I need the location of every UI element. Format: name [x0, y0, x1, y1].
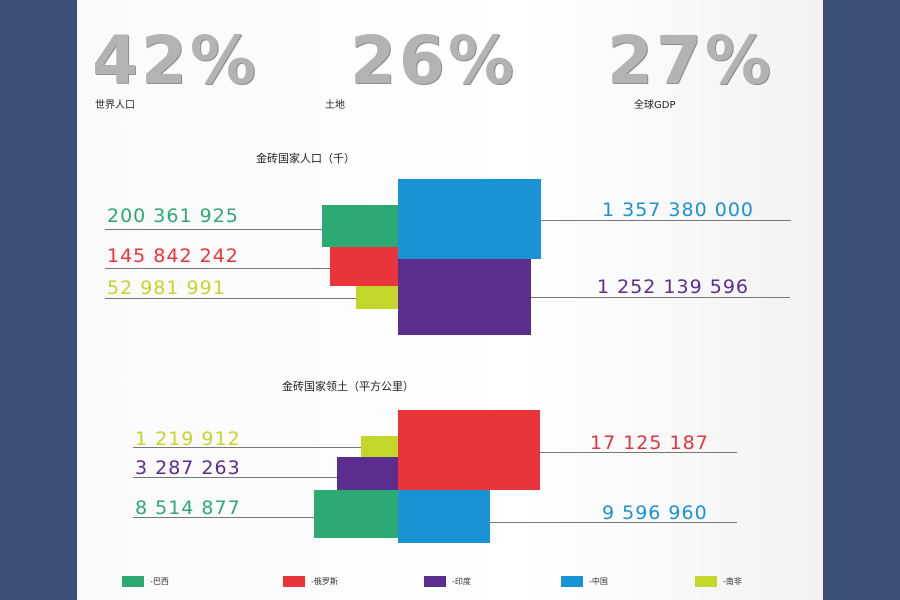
value-label: 145 842 242 — [107, 245, 239, 267]
population-bar-俄罗斯 — [330, 247, 398, 286]
leader-line — [133, 477, 337, 478]
stat-gdp-label: 全球GDP — [634, 100, 676, 111]
legend-swatch — [283, 576, 305, 587]
value-label: 52 981 991 — [107, 277, 226, 299]
value-label: 1 252 139 596 — [597, 276, 750, 298]
value-label: 1 357 380 000 — [602, 199, 755, 221]
leader-line — [541, 220, 791, 221]
leader-line — [105, 268, 330, 269]
legend-label: -南非 — [723, 577, 742, 586]
legend-item-south-africa: -南非 — [695, 576, 742, 587]
leader-line — [105, 298, 356, 299]
leader-line — [531, 297, 790, 298]
population-bar-巴西 — [322, 205, 398, 247]
value-label: 17 125 187 — [590, 432, 709, 454]
legend-swatch — [122, 576, 144, 587]
legend-item-russia: -俄罗斯 — [283, 576, 338, 587]
stat-land-label: 土地 — [325, 100, 345, 111]
legend-label: -印度 — [452, 577, 471, 586]
value-label: 1 219 912 — [135, 428, 241, 450]
stat-land-value: 26% — [350, 22, 517, 99]
legend-item-brazil: -巴西 — [122, 576, 169, 587]
territory-bar-巴西 — [314, 490, 398, 538]
legend-swatch — [424, 576, 446, 587]
leader-line — [133, 447, 361, 448]
legend-label: -中国 — [589, 577, 608, 586]
legend-label: -巴西 — [150, 577, 169, 586]
territory-bar-中国 — [398, 490, 490, 543]
legend-item-china: -中国 — [561, 576, 608, 587]
stat-gdp-value: 27% — [607, 22, 774, 99]
leader-line — [133, 517, 314, 518]
population-bar-中国 — [398, 179, 541, 259]
population-chart-title: 金砖国家人口（千） — [256, 152, 355, 165]
territory-bar-南非 — [361, 436, 398, 457]
leader-line — [490, 522, 737, 523]
legend-swatch — [561, 576, 583, 587]
territory-chart-title: 金砖国家领土（平方公里） — [282, 380, 414, 393]
value-label: 200 361 925 — [107, 205, 239, 227]
legend-label: -俄罗斯 — [311, 577, 338, 586]
leader-line — [540, 452, 737, 453]
value-label: 8 514 877 — [135, 497, 241, 519]
population-bar-印度 — [398, 259, 531, 335]
legend-swatch — [695, 576, 717, 587]
value-label: 3 287 263 — [135, 457, 241, 479]
value-label: 9 596 960 — [602, 502, 708, 524]
stat-population-value: 42% — [92, 22, 259, 99]
territory-bar-印度 — [337, 457, 398, 490]
stat-population-label: 世界人口 — [95, 100, 135, 111]
population-bar-南非 — [356, 286, 398, 309]
leader-line — [105, 229, 322, 230]
legend-item-india: -印度 — [424, 576, 471, 587]
territory-bar-俄罗斯 — [398, 410, 540, 490]
